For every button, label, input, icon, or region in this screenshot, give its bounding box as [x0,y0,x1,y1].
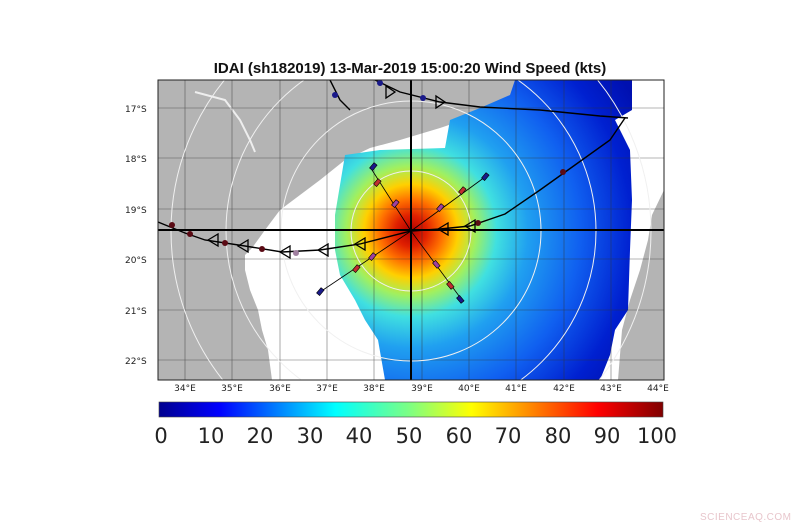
cb-tick: 60 [445,424,473,448]
cb-tick: 90 [593,424,621,448]
track-dots-north [332,80,426,101]
svg-text:34°E: 34°E [174,384,196,394]
cb-tick: 70 [494,424,522,448]
wind-barbs [316,162,490,304]
svg-text:37°E: 37°E [316,384,338,394]
africa-land [158,80,520,380]
svg-text:39°E: 39°E [411,384,433,394]
svg-text:43°E: 43°E [600,384,622,394]
cb-tick: 50 [395,424,423,448]
cb-tick: 20 [246,424,274,448]
svg-text:41°E: 41°E [505,384,527,394]
map-area [158,80,664,380]
x-axis-ticks: 34°E 35°E 36°E 37°E 38°E 39°E 40°E 41°E … [174,384,669,394]
y-axis-ticks: 17°S 18°S 19°S 20°S 21°S 22°S [125,105,147,367]
svg-text:18°S: 18°S [125,155,147,165]
svg-text:22°S: 22°S [125,357,147,367]
map-frame [157,79,665,381]
cb-tick: 30 [296,424,324,448]
cb-tick: 80 [544,424,572,448]
cb-tick: 100 [636,424,678,448]
svg-text:17°S: 17°S [125,105,147,115]
svg-text:44°E: 44°E [647,384,669,394]
svg-text:42°E: 42°E [553,384,575,394]
svg-text:38°E: 38°E [363,384,385,394]
cb-tick: 10 [197,424,225,448]
track-triangles [206,84,476,260]
watermark: SCIENCEAQ.COM [700,512,792,523]
track-dots [169,169,566,256]
svg-text:21°S: 21°S [125,307,147,317]
colorbar [158,401,664,418]
cb-tick: 40 [345,424,373,448]
svg-text:36°E: 36°E [269,384,291,394]
svg-text:35°E: 35°E [221,384,243,394]
madagascar-land [618,190,664,380]
svg-text:19°S: 19°S [125,206,147,216]
cb-tick: 0 [154,424,168,448]
chart-title: IDAI (sh182019) 13-Mar-2019 15:00:20 Win… [213,60,607,77]
svg-text:40°E: 40°E [458,384,480,394]
svg-text:20°S: 20°S [125,256,147,266]
